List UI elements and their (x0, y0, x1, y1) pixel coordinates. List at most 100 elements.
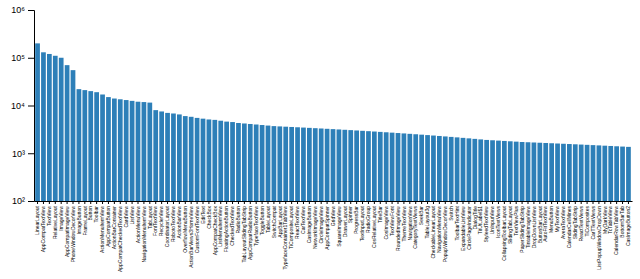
bar (130, 101, 135, 201)
x-tick-mark (439, 201, 440, 204)
x-tick-mark (344, 201, 345, 204)
x-tick-mark (279, 201, 280, 204)
x-tick-mark (457, 201, 458, 204)
bar (218, 121, 223, 201)
x-tick-mark (581, 201, 582, 204)
x-tick-mark (179, 201, 180, 204)
bar (449, 137, 454, 201)
bar (602, 146, 607, 201)
y-tick-label: 10³ (12, 149, 25, 159)
x-tick-mark (492, 201, 493, 204)
bar (136, 102, 141, 201)
bar (177, 114, 182, 201)
bar (620, 147, 625, 201)
bar (106, 97, 111, 201)
bar (461, 138, 466, 201)
x-tick-mark (403, 201, 404, 204)
bar (94, 92, 99, 201)
x-tick-mark (486, 201, 487, 204)
bar (502, 141, 507, 201)
bar (325, 129, 330, 201)
bar (437, 136, 442, 201)
y-tick: 10⁴ (11, 101, 34, 111)
x-tick-mark (155, 201, 156, 204)
chart: LinearLayoutAppCompatTextViewTextViewRel… (0, 0, 640, 279)
x-tick-mark (433, 201, 434, 204)
x-tick-mark (451, 201, 452, 204)
y-tick-mark (28, 106, 34, 107)
bar (378, 132, 383, 201)
bar (561, 144, 566, 201)
y-tick: 10² (12, 196, 34, 206)
x-tick-mark (232, 201, 233, 204)
x-tick-mark (161, 201, 162, 204)
bar (277, 126, 282, 201)
bar (532, 142, 537, 201)
bar (520, 142, 525, 201)
x-tick-mark (303, 201, 304, 204)
y-tick-label: 10² (12, 196, 25, 206)
x-tick-mark (96, 201, 97, 204)
bar (597, 145, 602, 201)
x-tick-mark (78, 201, 79, 204)
bar (342, 130, 347, 201)
bar (59, 58, 64, 201)
x-tick-mark (285, 201, 286, 204)
x-tick-mark (468, 201, 469, 204)
bar (236, 123, 241, 201)
y-tick: 10⁵ (11, 53, 34, 63)
x-tick-mark (114, 201, 115, 204)
x-tick-mark (415, 201, 416, 204)
x-tick: CasImageButton2 (625, 201, 631, 246)
x-tick-mark (380, 201, 381, 204)
x-tick-mark (474, 201, 475, 204)
bar (484, 140, 489, 201)
x-tick-mark (43, 201, 44, 204)
bar (390, 133, 395, 201)
bar (567, 144, 572, 201)
x-tick-mark (350, 201, 351, 204)
x-tick-mark (421, 201, 422, 204)
bar (183, 116, 188, 201)
x-tick-mark (338, 201, 339, 204)
x-tick-mark (297, 201, 298, 204)
bar (608, 146, 613, 201)
x-tick-mark (386, 201, 387, 204)
bar (626, 147, 631, 201)
x-tick-mark (256, 201, 257, 204)
x-tick-mark (498, 201, 499, 204)
bar (407, 134, 412, 201)
x-tick-mark (208, 201, 209, 204)
y-tick: 10³ (12, 149, 34, 159)
bar (508, 141, 513, 201)
bar (289, 127, 294, 201)
bar (153, 110, 158, 201)
x-tick-mark (398, 201, 399, 204)
bar (579, 145, 584, 201)
x-tick-mark (262, 201, 263, 204)
bar (71, 70, 76, 201)
x-tick-mark (61, 201, 62, 204)
x-axis: LinearLayoutAppCompatTextViewTextViewRel… (34, 201, 632, 272)
x-tick-mark (273, 201, 274, 204)
bar (124, 100, 129, 201)
x-tick-mark (374, 201, 375, 204)
bar (337, 129, 342, 201)
y-axis: 10²10³10⁴10⁵10⁶ (11, 5, 34, 206)
bar (88, 91, 93, 201)
bar (147, 103, 152, 201)
x-tick-mark (563, 201, 564, 204)
bar (537, 143, 542, 201)
bar (467, 138, 472, 201)
x-tick-mark (598, 201, 599, 204)
x-tick-mark (244, 201, 245, 204)
bar (165, 113, 170, 201)
bar (490, 140, 495, 201)
bar (212, 120, 217, 201)
bar (614, 146, 619, 201)
x-tick-mark (522, 201, 523, 204)
bar (573, 144, 578, 201)
x-tick-mark (569, 201, 570, 204)
bar (171, 113, 176, 201)
bar (354, 130, 359, 201)
